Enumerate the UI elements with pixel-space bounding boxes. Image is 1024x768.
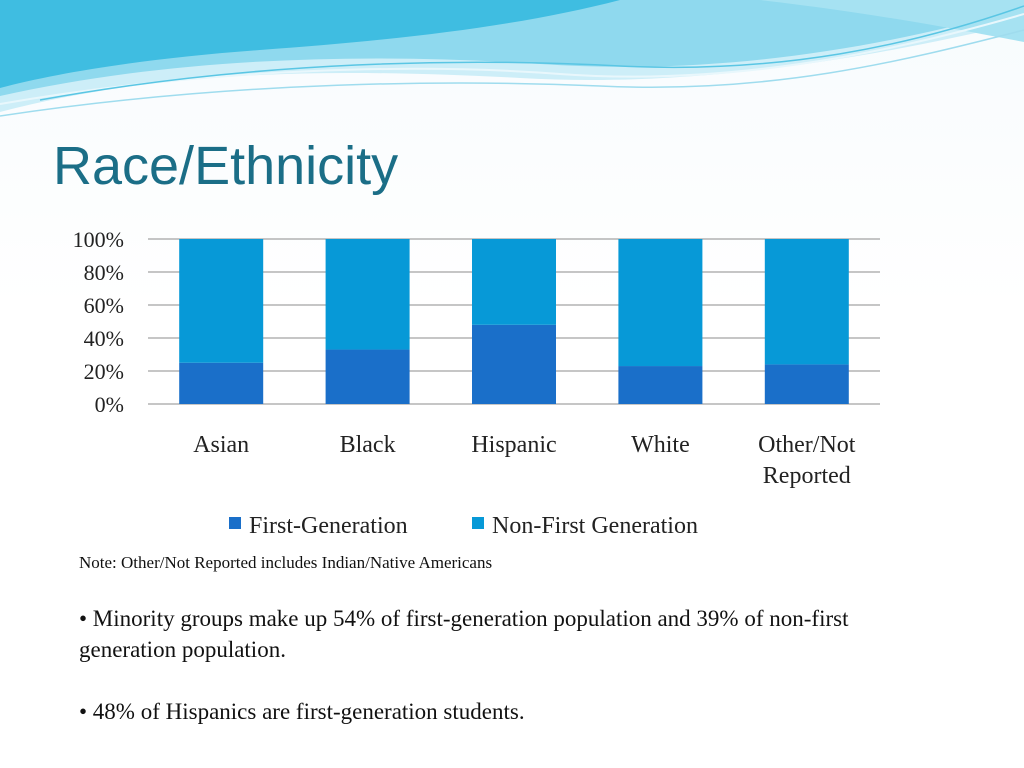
bullet-point-1: • Minority groups make up 54% of first-g… (79, 606, 849, 662)
legend-label: Non-First Generation (492, 513, 698, 539)
bar-segment-non-first-generation (472, 239, 556, 325)
x-tick-label: Hispanic (471, 432, 556, 458)
y-tick-label: 40% (84, 326, 124, 351)
x-tick-label: Reported (763, 463, 851, 489)
x-tick-label: White (631, 432, 690, 458)
bullet-point-2: • 48% of Hispanics are first-generation … (79, 699, 525, 724)
wave-line-1 (0, 13, 1024, 105)
chart-note: Note: Other/Not Reported includes Indian… (79, 553, 493, 572)
bar-segment-non-first-generation (764, 239, 849, 365)
bar-segment-first-generation (179, 362, 264, 404)
x-tick-label: Black (340, 432, 396, 458)
wave-band-dark (0, 0, 620, 88)
bar-segment-non-first-generation (325, 239, 410, 350)
legend-swatch (472, 517, 484, 529)
bar-segment-non-first-generation (618, 239, 703, 367)
legend-swatch (229, 517, 241, 529)
wave-decoration (0, 0, 1024, 117)
y-tick-label: 80% (84, 260, 124, 285)
y-tick-label: 100% (73, 227, 124, 252)
wave-line-2 (0, 29, 1024, 117)
bar-segment-first-generation (325, 349, 410, 404)
x-tick-label: Asian (193, 432, 249, 458)
bar-segment-non-first-generation (179, 239, 264, 363)
bar-segment-first-generation (764, 364, 849, 404)
legend-label: First-Generation (249, 513, 408, 539)
wave-line-3 (39, 5, 1024, 101)
y-tick-label: 20% (84, 359, 124, 384)
bar-segment-first-generation (618, 366, 703, 404)
y-tick-label: 0% (95, 392, 124, 417)
x-tick-label: Other/Not (758, 432, 856, 458)
page-title: Race/Ethnicity (53, 136, 399, 196)
wave-right-crest (760, 0, 1024, 42)
y-tick-label: 60% (84, 293, 124, 318)
bar-segment-first-generation (472, 324, 556, 404)
